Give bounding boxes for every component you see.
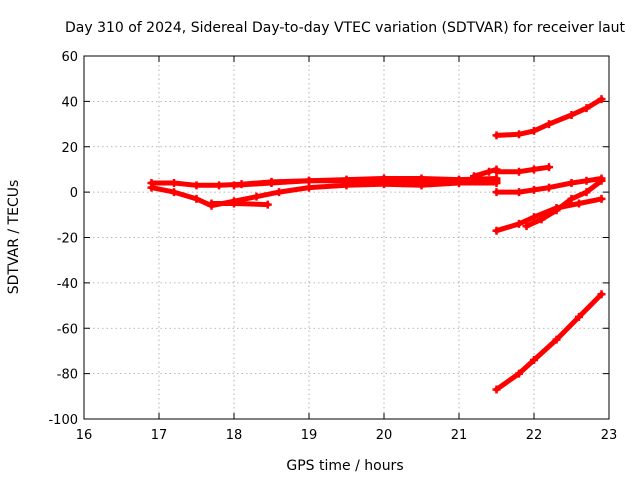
data-point [515, 167, 523, 176]
y-tick-label: 40 [61, 95, 78, 110]
data-point [305, 176, 313, 185]
data-point [170, 188, 178, 197]
y-tick-label: -60 [57, 322, 78, 337]
y-tick-label: -20 [57, 232, 78, 247]
data-point [515, 219, 523, 228]
series-track-10 [522, 176, 606, 231]
data-point [380, 174, 388, 183]
data-point [515, 369, 523, 378]
series-line [494, 291, 604, 392]
y-tick-label: -80 [57, 368, 78, 383]
data-point [597, 290, 606, 299]
data-point [492, 385, 501, 394]
x-tick-label: 22 [526, 428, 543, 443]
data-point [582, 188, 591, 197]
data-point [192, 181, 201, 190]
data-point [492, 131, 501, 140]
data-point [552, 335, 561, 344]
data-point [492, 188, 501, 197]
data-point [275, 188, 283, 197]
y-tick-label: 0 [70, 186, 78, 201]
data-series [147, 95, 606, 394]
x-tick-label: 20 [376, 428, 393, 443]
data-point [455, 175, 463, 184]
data-point [530, 185, 538, 194]
data-point [230, 181, 238, 190]
x-tick-label: 21 [451, 428, 468, 443]
data-point [567, 179, 576, 188]
data-point [575, 312, 583, 321]
x-tick-label: 17 [151, 428, 168, 443]
data-point [567, 110, 576, 119]
data-point [597, 95, 606, 104]
data-point [597, 194, 606, 203]
series-line [231, 176, 499, 188]
data-point [530, 213, 538, 222]
data-point [492, 174, 501, 183]
data-point [582, 176, 591, 185]
data-point [470, 172, 478, 181]
series-track-11 [492, 290, 606, 394]
series-line [494, 164, 552, 175]
y-tick-label: 60 [61, 50, 78, 65]
data-point [530, 126, 538, 135]
data-point [545, 120, 553, 129]
data-point [417, 174, 426, 183]
y-tick-label: 20 [61, 141, 78, 156]
data-point [252, 192, 261, 201]
data-point [485, 167, 493, 176]
series-track-3 [207, 199, 272, 209]
data-point [207, 199, 216, 208]
data-point [515, 188, 523, 197]
data-point [492, 167, 501, 176]
y-axis-title: SDTVAR / TECUs [6, 180, 22, 295]
x-axis-title: GPS time / hours [286, 458, 403, 474]
x-tick-label: 19 [301, 428, 318, 443]
data-point [305, 183, 313, 192]
data-point [530, 356, 538, 365]
data-point [575, 199, 583, 208]
data-point [582, 104, 591, 113]
data-point [215, 181, 223, 190]
data-point [597, 176, 606, 185]
data-point [147, 183, 156, 192]
series-track-8 [492, 174, 606, 197]
x-tick-label: 16 [76, 428, 93, 443]
tick-labels: 16 17 18 19 20 21 22 23 -100 -80 -60 -40 -20 0 20 40 60 [48, 50, 617, 443]
data-point [552, 206, 561, 215]
x-tick-label: 23 [601, 428, 618, 443]
data-point [342, 175, 351, 184]
plot-frame [83, 55, 610, 420]
chart-title: Day 310 of 2024, Sidereal Day-to-day VTE… [65, 20, 626, 36]
data-point [545, 163, 553, 172]
data-point [522, 222, 531, 231]
data-point [170, 179, 178, 188]
data-point [530, 165, 538, 174]
series-track-7 [492, 163, 553, 176]
data-point [537, 215, 546, 224]
data-point [267, 179, 276, 188]
data-point [567, 194, 576, 203]
y-tick-label: -40 [57, 277, 78, 292]
series-line [209, 201, 271, 208]
data-point [515, 130, 523, 139]
series-track-4 [230, 174, 501, 190]
data-point [263, 200, 272, 209]
x-tick-label: 18 [226, 428, 243, 443]
data-point [417, 181, 426, 190]
data-point [230, 199, 238, 208]
series-track-6 [492, 95, 606, 140]
data-point [492, 226, 501, 235]
data-point [192, 194, 201, 203]
data-point [545, 183, 553, 192]
y-tick-label: -100 [48, 413, 78, 428]
